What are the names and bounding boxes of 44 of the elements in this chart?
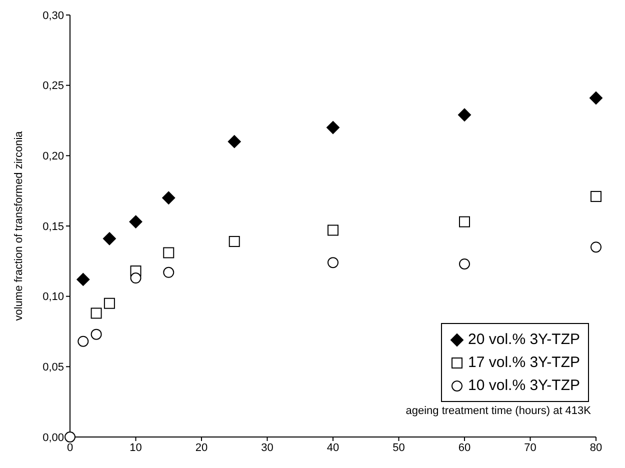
- legend-label: 10 vol.% 3Y-TZP: [468, 376, 580, 396]
- point: [162, 191, 176, 204]
- point: [590, 242, 602, 253]
- point: [102, 232, 116, 246]
- point: [459, 258, 470, 270]
- y-tick-label: 0,15: [42, 220, 64, 233]
- point: [163, 247, 174, 258]
- point: [458, 108, 471, 122]
- x-tick-label: 50: [392, 442, 405, 454]
- point: [130, 272, 142, 284]
- point: [163, 266, 174, 278]
- x-tick-label: 80: [590, 442, 602, 454]
- point: [90, 308, 102, 319]
- y-tick-label: 0,10: [42, 291, 64, 304]
- x-tick-label: 0: [66, 442, 74, 454]
- point: [590, 190, 602, 202]
- point: [104, 298, 115, 309]
- y-tick-label: 0,25: [42, 80, 64, 92]
- point: [129, 215, 142, 228]
- point: [326, 121, 340, 134]
- point: [64, 432, 76, 442]
- point: [228, 135, 241, 148]
- x-tick-label: 70: [524, 442, 536, 454]
- point: [590, 91, 602, 104]
- point: [459, 216, 470, 228]
- point: [78, 336, 89, 347]
- x-tick-label: 20: [195, 442, 208, 454]
- x-axis-title: ageing treatment time (hours) at 413K: [406, 405, 591, 417]
- x-tick-label: 10: [130, 442, 142, 454]
- point: [328, 257, 338, 268]
- point: [76, 272, 90, 286]
- y-tick-label: 0,00: [42, 432, 64, 444]
- y-tick-label: 0,30: [42, 10, 64, 22]
- legend-label: 17 vol.% 3Y-TZP: [468, 353, 580, 373]
- x-tick-label: 60: [458, 442, 471, 454]
- x-tick-label: 30: [261, 442, 274, 454]
- point: [328, 224, 338, 236]
- point: [90, 328, 102, 340]
- y-axis-title: volume fraction of transformed zirconia: [12, 130, 25, 321]
- point: [228, 236, 240, 247]
- x-tick-label: 40: [326, 442, 340, 454]
- y-tick-label: 0,20: [42, 150, 64, 163]
- legend-label: 20 vol.% 3Y-TZP: [468, 330, 580, 350]
- y-tick-label: 0,05: [42, 362, 64, 374]
